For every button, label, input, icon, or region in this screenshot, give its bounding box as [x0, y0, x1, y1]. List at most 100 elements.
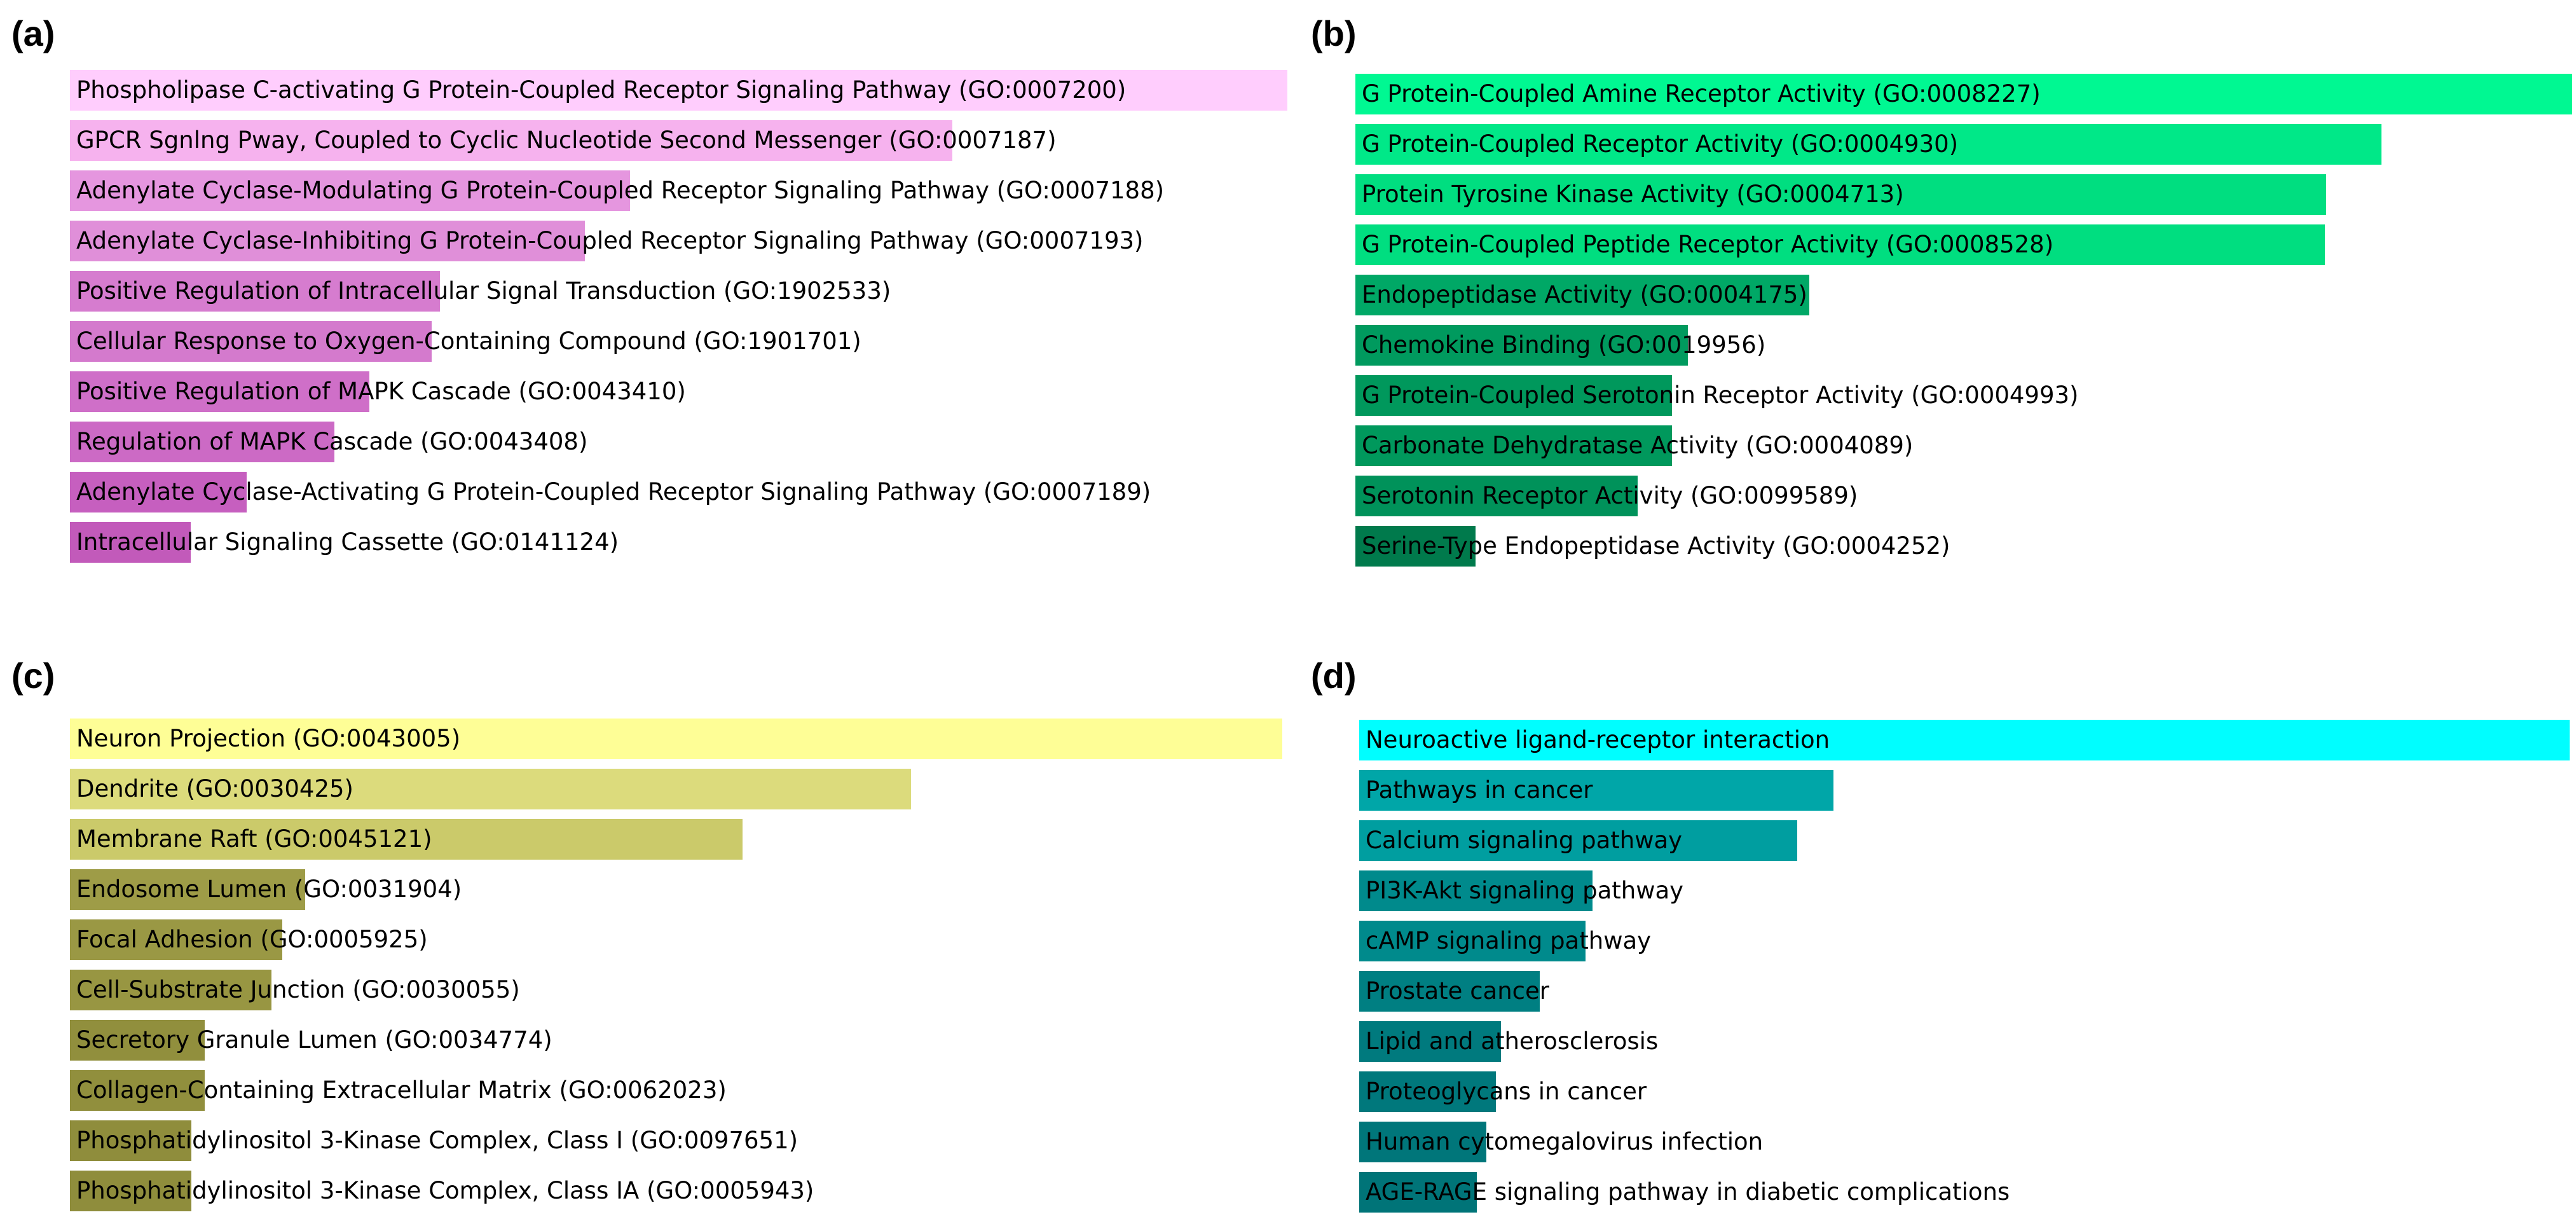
bar	[1355, 74, 2572, 114]
bar	[70, 422, 334, 462]
panel-b: (b) G Protein-Coupled Amine Receptor Act…	[1288, 0, 2576, 616]
bar-row: Endopeptidase Activity (GO:0004175)	[1355, 275, 2572, 315]
bar	[1355, 174, 2327, 215]
bar-row: cAMP signaling pathway	[1359, 921, 2570, 961]
bar-row: Phospholipase C-activating G Protein-Cou…	[70, 70, 1287, 111]
bar-label: Neuron Projection (GO:0043005)	[76, 725, 461, 752]
bar-row: Adenylate Cyclase-Modulating G Protein-C…	[70, 170, 1287, 211]
panel-d: (d) Neuroactive ligand-receptor interact…	[1288, 616, 2576, 1231]
bar	[70, 70, 1287, 111]
bar-row: Lipid and atherosclerosis	[1359, 1021, 2570, 1062]
bar-label: G Protein-Coupled Serotonin Receptor Act…	[1362, 382, 2079, 409]
bar-row: Calcium signaling pathway	[1359, 820, 2570, 861]
bar	[70, 120, 953, 161]
bar-row: Membrane Raft (GO:0045121)	[70, 819, 1282, 860]
bar-label: Human cytomegalovirus infection	[1366, 1128, 1764, 1155]
bar-row: Positive Regulation of Intracellular Sig…	[70, 271, 1287, 312]
bar-label: Phosphatidylinositol 3-Kinase Complex, C…	[76, 1177, 814, 1204]
bar-label: AGE-RAGE signaling pathway in diabetic c…	[1366, 1178, 2010, 1206]
bar	[1359, 1071, 1497, 1112]
bar-row: Cellular Response to Oxygen-Containing C…	[70, 321, 1287, 362]
bar-label: Intracellular Signaling Cassette (GO:014…	[76, 528, 619, 556]
bar-label: GPCR Sgnlng Pway, Coupled to Cyclic Nucl…	[76, 127, 1057, 154]
bar-label: Proteoglycans in cancer	[1366, 1078, 1647, 1105]
bar-row: Serine-Type Endopeptidase Activity (GO:0…	[1355, 526, 2572, 567]
bar-label: Protein Tyrosine Kinase Activity (GO:000…	[1362, 181, 1904, 208]
bar	[70, 970, 271, 1010]
bar-row: GPCR Sgnlng Pway, Coupled to Cyclic Nucl…	[70, 120, 1287, 161]
bar	[1359, 921, 1586, 961]
bar	[70, 170, 630, 211]
bar-row: PI3K-Akt signaling pathway	[1359, 870, 2570, 911]
bar	[1359, 1122, 1486, 1162]
bar-row: AGE-RAGE signaling pathway in diabetic c…	[1359, 1172, 2570, 1213]
panel-c: (c) Neuron Projection (GO:0043005) Dendri…	[0, 616, 1288, 1231]
bar-label: Adenylate Cyclase-Inhibiting G Protein-C…	[76, 227, 1144, 254]
bar-label: Serine-Type Endopeptidase Activity (GO:0…	[1362, 532, 1950, 560]
bar-row: Regulation of MAPK Cascade (GO:0043408)	[70, 422, 1287, 462]
bar-label: Phosphatidylinositol 3-Kinase Complex, C…	[76, 1127, 798, 1154]
panel-a: (a) Phospholipase C-activating G Protein…	[0, 0, 1288, 616]
panel-label-b: (b)	[1311, 13, 1357, 53]
panel-label-a: (a)	[11, 13, 55, 53]
bar	[1355, 476, 1638, 516]
bar-row: Phosphatidylinositol 3-Kinase Complex, C…	[70, 1171, 1282, 1211]
bar-row: Adenylate Cyclase-Inhibiting G Protein-C…	[70, 221, 1287, 261]
bar-row: Proteoglycans in cancer	[1359, 1071, 2570, 1112]
bar-row: Cell-Substrate Junction (GO:0030055)	[70, 970, 1282, 1010]
bar-row: Human cytomegalovirus infection	[1359, 1122, 2570, 1162]
bar	[70, 1120, 191, 1161]
bar-label: G Protein-Coupled Amine Receptor Activit…	[1362, 80, 2041, 107]
bar-row: Prostate cancer	[1359, 971, 2570, 1012]
bar-row: Chemokine Binding (GO:0019956)	[1355, 325, 2572, 366]
bar-label: Collagen-Containing Extracellular Matrix…	[76, 1076, 727, 1104]
bar	[70, 1070, 205, 1111]
bar	[1355, 375, 1672, 416]
bar	[70, 1171, 191, 1211]
bar-label: Positive Regulation of MAPK Cascade (GO:…	[76, 378, 686, 405]
bar-label: Carbonate Dehydratase Activity (GO:00040…	[1362, 432, 1914, 459]
bar	[70, 919, 282, 960]
bar-label: Prostate cancer	[1366, 977, 1549, 1005]
bar-row: G Protein-Coupled Receptor Activity (GO:…	[1355, 124, 2572, 165]
bar-label: Serotonin Receptor Activity (GO:0099589)	[1362, 482, 1858, 509]
bar	[1355, 425, 1672, 466]
bar	[70, 271, 441, 312]
bar-row: Focal Adhesion (GO:0005925)	[70, 919, 1282, 960]
bar-row: G Protein-Coupled Amine Receptor Activit…	[1355, 74, 2572, 114]
bar	[1359, 770, 1834, 811]
bar	[1359, 1172, 1477, 1213]
bar-label: Cell-Substrate Junction (GO:0030055)	[76, 976, 520, 1003]
bar-label: G Protein-Coupled Receptor Activity (GO:…	[1362, 130, 1959, 158]
bar-label: Positive Regulation of Intracellular Sig…	[76, 277, 891, 305]
bar-label: Secretory Granule Lumen (GO:0034774)	[76, 1026, 552, 1054]
bar-row: Pathways in cancer	[1359, 770, 2570, 811]
bar	[1359, 971, 1540, 1012]
bar-row: Intracellular Signaling Cassette (GO:014…	[70, 522, 1287, 563]
bar-label: Phospholipase C-activating G Protein-Cou…	[76, 76, 1127, 104]
bar-row: Protein Tyrosine Kinase Activity (GO:000…	[1355, 174, 2572, 215]
bar	[70, 769, 912, 809]
bar-row: Serotonin Receptor Activity (GO:0099589)	[1355, 476, 2572, 516]
bar	[70, 869, 305, 910]
bar	[1359, 720, 2570, 760]
bar-label: Adenylate Cyclase-Modulating G Protein-C…	[76, 177, 1165, 204]
bar	[70, 1020, 205, 1061]
bar-label: Focal Adhesion (GO:0005925)	[76, 926, 428, 953]
bar-label: Cellular Response to Oxygen-Containing C…	[76, 327, 861, 355]
bar	[1359, 820, 1798, 861]
bar-label: Membrane Raft (GO:0045121)	[76, 825, 432, 853]
bar	[1355, 325, 1688, 366]
bar-row: Secretory Granule Lumen (GO:0034774)	[70, 1020, 1282, 1061]
bar	[70, 321, 432, 362]
bar-row: G Protein-Coupled Peptide Receptor Activ…	[1355, 224, 2572, 265]
bar	[70, 472, 247, 512]
panel-label-d: (d)	[1311, 656, 1357, 696]
bar-row: Dendrite (GO:0030425)	[70, 769, 1282, 809]
panel-label-c: (c)	[11, 656, 55, 696]
bar	[1355, 275, 1809, 315]
bar-row: Positive Regulation of MAPK Cascade (GO:…	[70, 371, 1287, 412]
bar	[70, 719, 1282, 759]
bar-label: Lipid and atherosclerosis	[1366, 1028, 1659, 1055]
bar-row: Neuroactive ligand-receptor interaction	[1359, 720, 2570, 760]
